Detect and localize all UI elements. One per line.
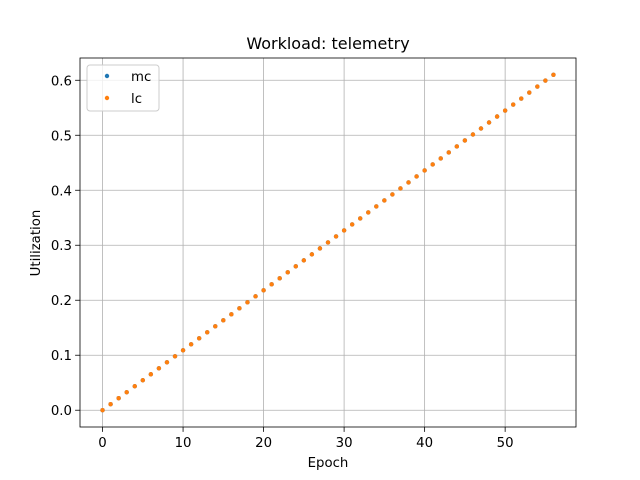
data-point-lc: [341, 228, 347, 233]
x-tick-label: 0: [98, 436, 106, 451]
x-tick-label: 10: [175, 436, 192, 451]
data-point-lc: [325, 240, 331, 245]
data-point-lc: [551, 72, 556, 77]
data-point-lc: [414, 174, 419, 179]
data-point-lc: [140, 378, 146, 383]
data-point-lc: [188, 342, 194, 347]
data-point-lc: [301, 258, 307, 263]
y-tick-label: 0.3: [51, 239, 72, 254]
legend-marker-lc: [104, 95, 110, 101]
data-point-lc: [358, 216, 363, 221]
x-tick-label: 50: [497, 436, 514, 451]
data-point-lc: [349, 222, 355, 227]
data-point-lc: [100, 408, 105, 413]
x-tick-label: 20: [255, 436, 272, 451]
data-point-lc: [438, 156, 443, 161]
data-point-lc: [196, 336, 202, 341]
legend-marker-mc: [104, 73, 110, 79]
data-point-lc: [519, 96, 524, 101]
data-point-lc: [172, 354, 178, 359]
data-point-lc: [229, 312, 234, 317]
plot-frame: [79, 57, 577, 428]
data-point-lc: [486, 120, 492, 125]
data-point-lc: [237, 306, 242, 311]
data-point-lc: [535, 84, 540, 89]
y-tick-label: 0.6: [51, 74, 72, 89]
data-point-lc: [374, 204, 379, 209]
data-point-lc: [205, 330, 210, 335]
data-point-lc: [462, 138, 468, 143]
data-point-lc: [261, 288, 266, 293]
data-point-lc: [543, 78, 548, 83]
data-points: [100, 72, 556, 413]
data-point-lc: [180, 348, 186, 353]
data-point-lc: [156, 366, 162, 371]
data-point-lc: [221, 318, 226, 323]
data-point-lc: [108, 402, 113, 407]
x-axis-label: Epoch: [308, 456, 349, 471]
data-point-lc: [148, 372, 154, 377]
data-point-lc: [253, 294, 258, 299]
data-point-lc: [333, 234, 339, 239]
data-point-lc: [527, 90, 532, 95]
y-tick-label: 0.0: [51, 404, 72, 419]
data-point-lc: [390, 192, 395, 197]
data-point-lc: [285, 270, 290, 275]
data-point-lc: [406, 180, 411, 185]
y-tick-label: 0.5: [51, 129, 72, 144]
data-point-lc: [454, 144, 460, 149]
data-point-lc: [366, 210, 371, 215]
data-point-lc: [116, 396, 121, 401]
y-axis-label: Utilization: [29, 210, 44, 277]
x-tick-label: 30: [336, 436, 353, 451]
data-point-lc: [446, 150, 451, 155]
data-point-lc: [245, 300, 250, 305]
data-point-lc: [124, 390, 129, 395]
data-point-lc: [277, 276, 282, 281]
data-point-lc: [317, 246, 323, 251]
legend: mc lc: [86, 64, 160, 112]
data-point-lc: [309, 252, 315, 257]
data-point-lc: [213, 324, 218, 329]
data-point-lc: [422, 168, 427, 173]
y-axis-ticks: 0.0 0.1 0.2 0.3 0.4 0.5 0.6: [51, 74, 80, 419]
grid-lines: [80, 58, 576, 427]
data-point-lc: [502, 108, 508, 113]
y-tick-label: 0.1: [51, 349, 72, 364]
legend-label-mc: mc: [131, 70, 151, 85]
data-point-lc: [164, 360, 170, 365]
y-tick-label: 0.2: [51, 294, 72, 309]
data-point-lc: [269, 282, 274, 287]
chart-title: Workload: telemetry: [246, 34, 409, 53]
legend-label-lc: lc: [131, 92, 142, 107]
data-point-lc: [478, 126, 484, 131]
data-point-lc: [430, 162, 435, 167]
x-tick-label: 40: [416, 436, 433, 451]
data-point-lc: [470, 132, 476, 137]
data-point-lc: [494, 114, 500, 119]
data-point-lc: [382, 198, 387, 203]
data-point-lc: [132, 384, 137, 389]
x-axis-ticks: 0 10 20 30 40 50: [98, 427, 514, 451]
data-point-lc: [398, 186, 403, 191]
data-point-lc: [293, 264, 298, 269]
y-tick-label: 0.4: [51, 184, 72, 199]
data-point-lc: [510, 102, 516, 107]
